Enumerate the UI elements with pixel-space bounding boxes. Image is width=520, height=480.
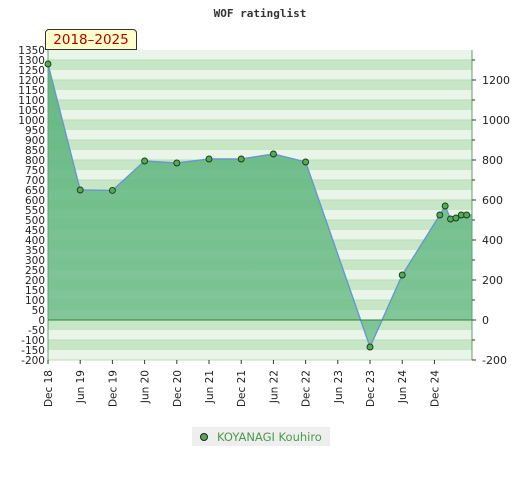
- axes: [47, 50, 473, 360]
- grid-band: [48, 90, 472, 100]
- data-point: [366, 343, 374, 351]
- data-point: [173, 159, 181, 167]
- y-tick-label-left: 100: [25, 295, 45, 307]
- y-tick-label-left: -200: [21, 355, 45, 367]
- y-tick-label-left: -100: [21, 335, 45, 347]
- data-point: [463, 211, 471, 219]
- x-tick-label: Jun 24: [397, 370, 409, 404]
- y-tick-label-right: 200: [482, 274, 503, 287]
- y-tick-label-left: 600: [25, 195, 45, 207]
- x-tick-label: Jun 21: [204, 370, 216, 404]
- y-tick-label-left: 350: [25, 245, 45, 257]
- x-tick-label: Jun 20: [140, 370, 152, 404]
- y-tick-label-left: 500: [25, 215, 45, 227]
- data-point: [44, 60, 52, 68]
- y-tick-label-left: 1300: [18, 55, 45, 67]
- y-tick-label-left: 450: [25, 225, 45, 237]
- y-tick-label-left: 1250: [18, 65, 45, 77]
- rating-area-layer: [48, 64, 472, 347]
- y-tick-label-left: 1150: [18, 85, 45, 97]
- grid-band: [48, 140, 472, 150]
- y-tick-label-left: 250: [25, 265, 45, 277]
- y-tick-label-left: -50: [28, 325, 45, 337]
- data-point: [108, 186, 116, 194]
- grid-band: [48, 150, 472, 160]
- legend-label: KOYANAGI Kouhiro: [217, 430, 322, 444]
- grid-band: [48, 60, 472, 70]
- grid-band: [48, 70, 472, 80]
- x-tick-label: Dec 20: [172, 370, 184, 407]
- x-tick-label: Dec 18: [43, 370, 55, 407]
- grid-band: [48, 120, 472, 130]
- x-tick-label: Dec 21: [236, 370, 248, 407]
- grid-band: [48, 130, 472, 140]
- x-axis-ticks: Dec 18 Jun 19 Dec 19 Jun 20 Dec 20 Jun 21 Dec …: [43, 360, 441, 407]
- grid-band: [48, 110, 472, 120]
- y-tick-label-left: 950: [25, 125, 45, 137]
- rating-area: [48, 64, 472, 347]
- y-axis-left-ticks: 1350130012501200115011001050100095090085…: [18, 45, 45, 367]
- y-tick-label-left: 50: [32, 305, 45, 317]
- data-point: [398, 271, 406, 279]
- y-tick-label-left: 300: [25, 255, 45, 267]
- y-tick-label-right: 1200: [482, 74, 510, 87]
- y-tick-label-left: 0: [38, 315, 45, 327]
- data-point: [269, 150, 277, 158]
- y-axis-right-ticks: 1200 1000 800 600 400 200 0 -200: [472, 59, 510, 367]
- chart-title: WOF ratinglist: [213, 7, 307, 20]
- y-tick-label-right: 1000: [482, 114, 510, 127]
- y-tick-label-left: 1050: [18, 105, 45, 117]
- y-tick-label-left: 550: [25, 205, 45, 217]
- x-tick-label: Jun 23: [333, 370, 345, 404]
- grid-band: [48, 320, 472, 330]
- y-tick-label-left: 1350: [18, 45, 45, 57]
- grid-band: [48, 50, 472, 60]
- y-tick-label-left: 800: [25, 155, 45, 167]
- data-point: [452, 214, 460, 222]
- x-tick-label: Dec 22: [301, 370, 313, 407]
- y-tick-label-right: 600: [482, 194, 503, 207]
- period-badge: 2018–2025: [45, 29, 137, 50]
- data-point: [205, 155, 213, 163]
- y-tick-label-right: 800: [482, 154, 503, 167]
- legend-marker-icon: [200, 433, 208, 441]
- y-tick-label-left: 850: [25, 145, 45, 157]
- grid-band: [48, 330, 472, 340]
- rating-markers: [44, 60, 471, 351]
- data-point: [141, 157, 149, 165]
- y-tick-label-right: 400: [482, 234, 503, 247]
- grid-band: [48, 80, 472, 90]
- y-tick-label-left: -150: [21, 345, 45, 357]
- y-tick-label-left: 750: [25, 165, 45, 177]
- grid-band: [48, 350, 472, 360]
- x-tick-label: Dec 23: [365, 370, 377, 407]
- x-tick-label: Dec 19: [107, 370, 119, 407]
- y-tick-label-left: 200: [25, 275, 45, 287]
- y-tick-label-left: 1100: [18, 95, 45, 107]
- x-tick-label: Jun 22: [268, 370, 280, 404]
- x-tick-label: Jun 19: [75, 370, 87, 404]
- grid-band: [48, 340, 472, 350]
- y-tick-label-left: 650: [25, 185, 45, 197]
- y-tick-label-left: 400: [25, 235, 45, 247]
- y-tick-label-left: 1000: [18, 115, 45, 127]
- grid-band: [48, 100, 472, 110]
- data-point: [441, 202, 449, 210]
- data-point: [436, 211, 444, 219]
- x-tick-label: Dec 24: [429, 370, 441, 407]
- legend[interactable]: KOYANAGI Kouhiro: [192, 427, 330, 446]
- data-point: [237, 155, 245, 163]
- data-point: [302, 158, 310, 166]
- y-tick-label-left: 150: [25, 285, 45, 297]
- y-tick-label-right: -200: [482, 354, 507, 367]
- data-point: [76, 186, 84, 194]
- y-tick-label-left: 700: [25, 175, 45, 187]
- y-tick-label-left: 1200: [18, 75, 45, 87]
- y-tick-label-left: 900: [25, 135, 45, 147]
- y-tick-label-right: 0: [482, 314, 489, 327]
